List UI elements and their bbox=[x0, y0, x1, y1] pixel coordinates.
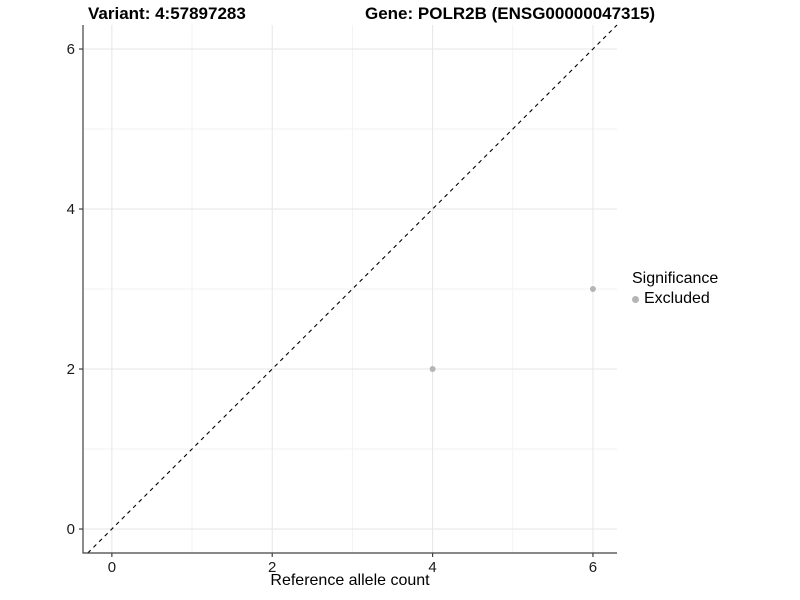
legend-item-excluded: Excluded bbox=[632, 290, 718, 308]
plot-title-gene: Gene: POLR2B (ENSG00000047315) bbox=[365, 4, 656, 23]
plot-title-variant: Variant: 4:57897283 bbox=[88, 4, 246, 23]
legend-title: Significance bbox=[632, 270, 719, 287]
x-tick-label: 0 bbox=[108, 559, 116, 576]
x-tick-label: 6 bbox=[589, 559, 597, 576]
legend-item-label: Excluded bbox=[644, 290, 710, 307]
x-tick-label: 2 bbox=[268, 559, 276, 576]
y-tick-label: 0 bbox=[67, 521, 75, 538]
data-point bbox=[589, 286, 596, 292]
y-tick-label: 2 bbox=[67, 361, 75, 378]
x-axis-title: Reference allele count bbox=[270, 572, 430, 589]
y-tick-label: 6 bbox=[67, 41, 75, 58]
y-tick-label: 4 bbox=[67, 201, 75, 218]
data-point bbox=[429, 366, 436, 372]
x-tick-label: 4 bbox=[428, 559, 436, 576]
legend-key-dot-icon bbox=[632, 295, 639, 303]
legend: Significance Excluded bbox=[632, 270, 718, 308]
